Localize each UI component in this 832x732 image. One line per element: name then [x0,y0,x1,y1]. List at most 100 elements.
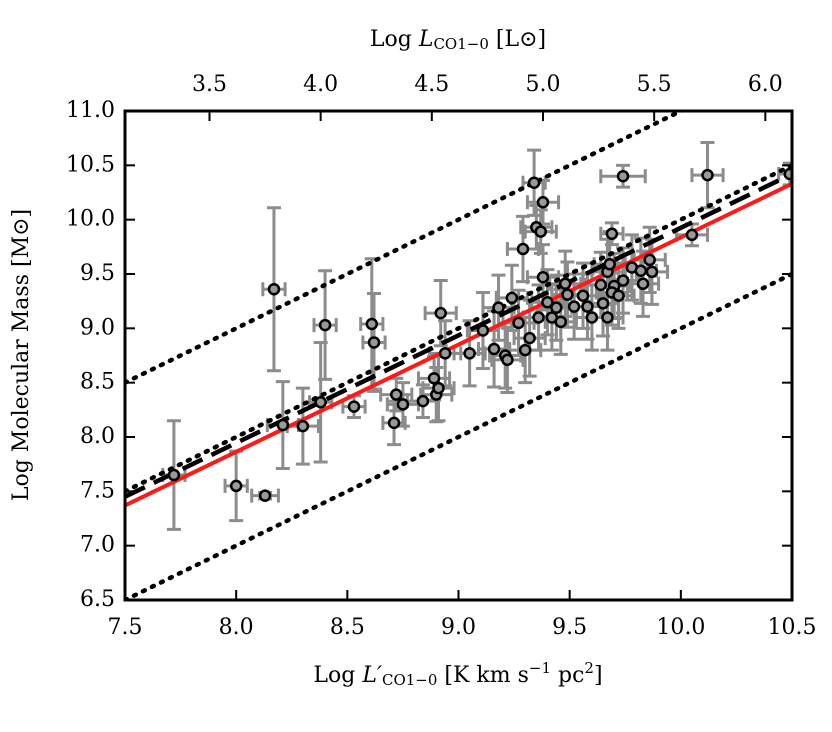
x2-tick-label: 5.5 [637,72,672,97]
data-point [432,381,445,395]
x-tick-label: 10.0 [656,615,705,640]
data-point [783,167,792,181]
data-point [523,331,536,345]
data-point [550,301,563,314]
data-point [487,342,501,356]
data-point [643,253,656,267]
y-tick-label: 9.5 [80,261,115,286]
label-part: Log [313,663,362,688]
label-part: L′ [361,663,382,688]
data-point [567,300,581,313]
data-point [427,372,441,385]
data-point [532,311,545,324]
x-tick-label: 9.0 [441,615,476,640]
data-point [634,264,648,277]
y-tick-label: 7.5 [80,478,115,503]
data-point [501,353,514,367]
data-point [645,265,659,279]
data-point [536,196,550,209]
data-point [347,400,361,413]
x2-tick-label: 5.0 [525,72,560,97]
label-part: Log [370,27,419,52]
data-point [636,277,650,291]
fit-line [125,271,792,600]
data-point [616,274,630,287]
data-point [365,317,379,331]
data-point [396,398,410,411]
data-point [516,242,530,256]
data-point [601,311,614,324]
data-point [554,315,568,329]
x2-axis-label: Log LCO1−0 [L⊙] [370,27,546,53]
data-point [276,418,290,432]
data-point [167,468,181,482]
data-point [438,347,452,360]
x-tick-label: 9.5 [552,615,587,640]
data-point [612,289,625,302]
data-point [596,297,610,310]
data-point [581,300,594,313]
y-tick-label: 8.5 [80,370,115,395]
label-part: −1 [529,659,551,677]
data-point [314,395,327,409]
data-point [492,301,505,314]
data-point [267,282,281,296]
label-part: [L⊙] [489,27,546,52]
data-point [387,416,401,430]
data-point [594,278,608,292]
data-point [229,479,243,493]
data-point [558,277,572,291]
data-point [296,419,310,433]
fit-line [125,182,792,508]
y-tick-label: 11.0 [66,98,115,123]
x-tick-label: 8.5 [330,615,365,640]
y-tick-label: 8.0 [80,424,115,449]
data-point [258,489,272,502]
data-point [367,336,381,349]
data-point [605,227,619,241]
x-tick-label: 10.5 [768,615,817,640]
data-point [463,347,476,360]
x2-tick-label: 4.0 [303,72,338,97]
label-part: L [418,27,434,52]
data-point [534,225,548,238]
data-point [603,257,616,271]
y-tick-label: 9.0 [80,315,115,340]
x2-tick-label: 6.0 [748,72,783,97]
label-part: 2 [584,659,594,677]
y-tick-label: 10.0 [66,207,115,232]
data-point [701,168,714,182]
data-point [576,289,590,302]
label-part: [K km s [437,663,528,688]
data-point [434,306,447,320]
data-point [318,318,332,332]
fit-line [125,163,792,494]
label-part: CO1−0 [433,35,488,53]
data-point [505,291,519,305]
data-point [518,343,532,357]
data-point [561,288,574,301]
data-point [476,324,490,337]
label-part: CO1−0 [382,671,437,689]
data-point [416,394,430,408]
plot-frame [123,109,794,602]
x2-tick-label: 4.5 [414,72,449,97]
x2-tick-label: 3.5 [192,72,227,97]
y-tick-label: 10.5 [66,152,115,177]
y-tick-label: 6.5 [80,587,115,612]
x-tick-label: 7.5 [108,615,143,640]
plot-area [125,111,792,600]
y-axis-label: Log Molecular Mass [M⊙] [9,209,34,501]
data-point [527,176,541,189]
data-point [585,311,599,324]
x-axis-label: Log L′CO1−0 [K km s−1 pc2] [313,659,602,688]
fit-line [125,172,792,499]
x-tick-label: 8.0 [219,615,254,640]
data-point [536,271,550,284]
data-point [389,388,403,401]
y-tick-label: 7.0 [80,533,115,558]
label-part: ] [594,663,603,688]
label-part: pc [551,663,584,688]
data-point [616,169,630,183]
